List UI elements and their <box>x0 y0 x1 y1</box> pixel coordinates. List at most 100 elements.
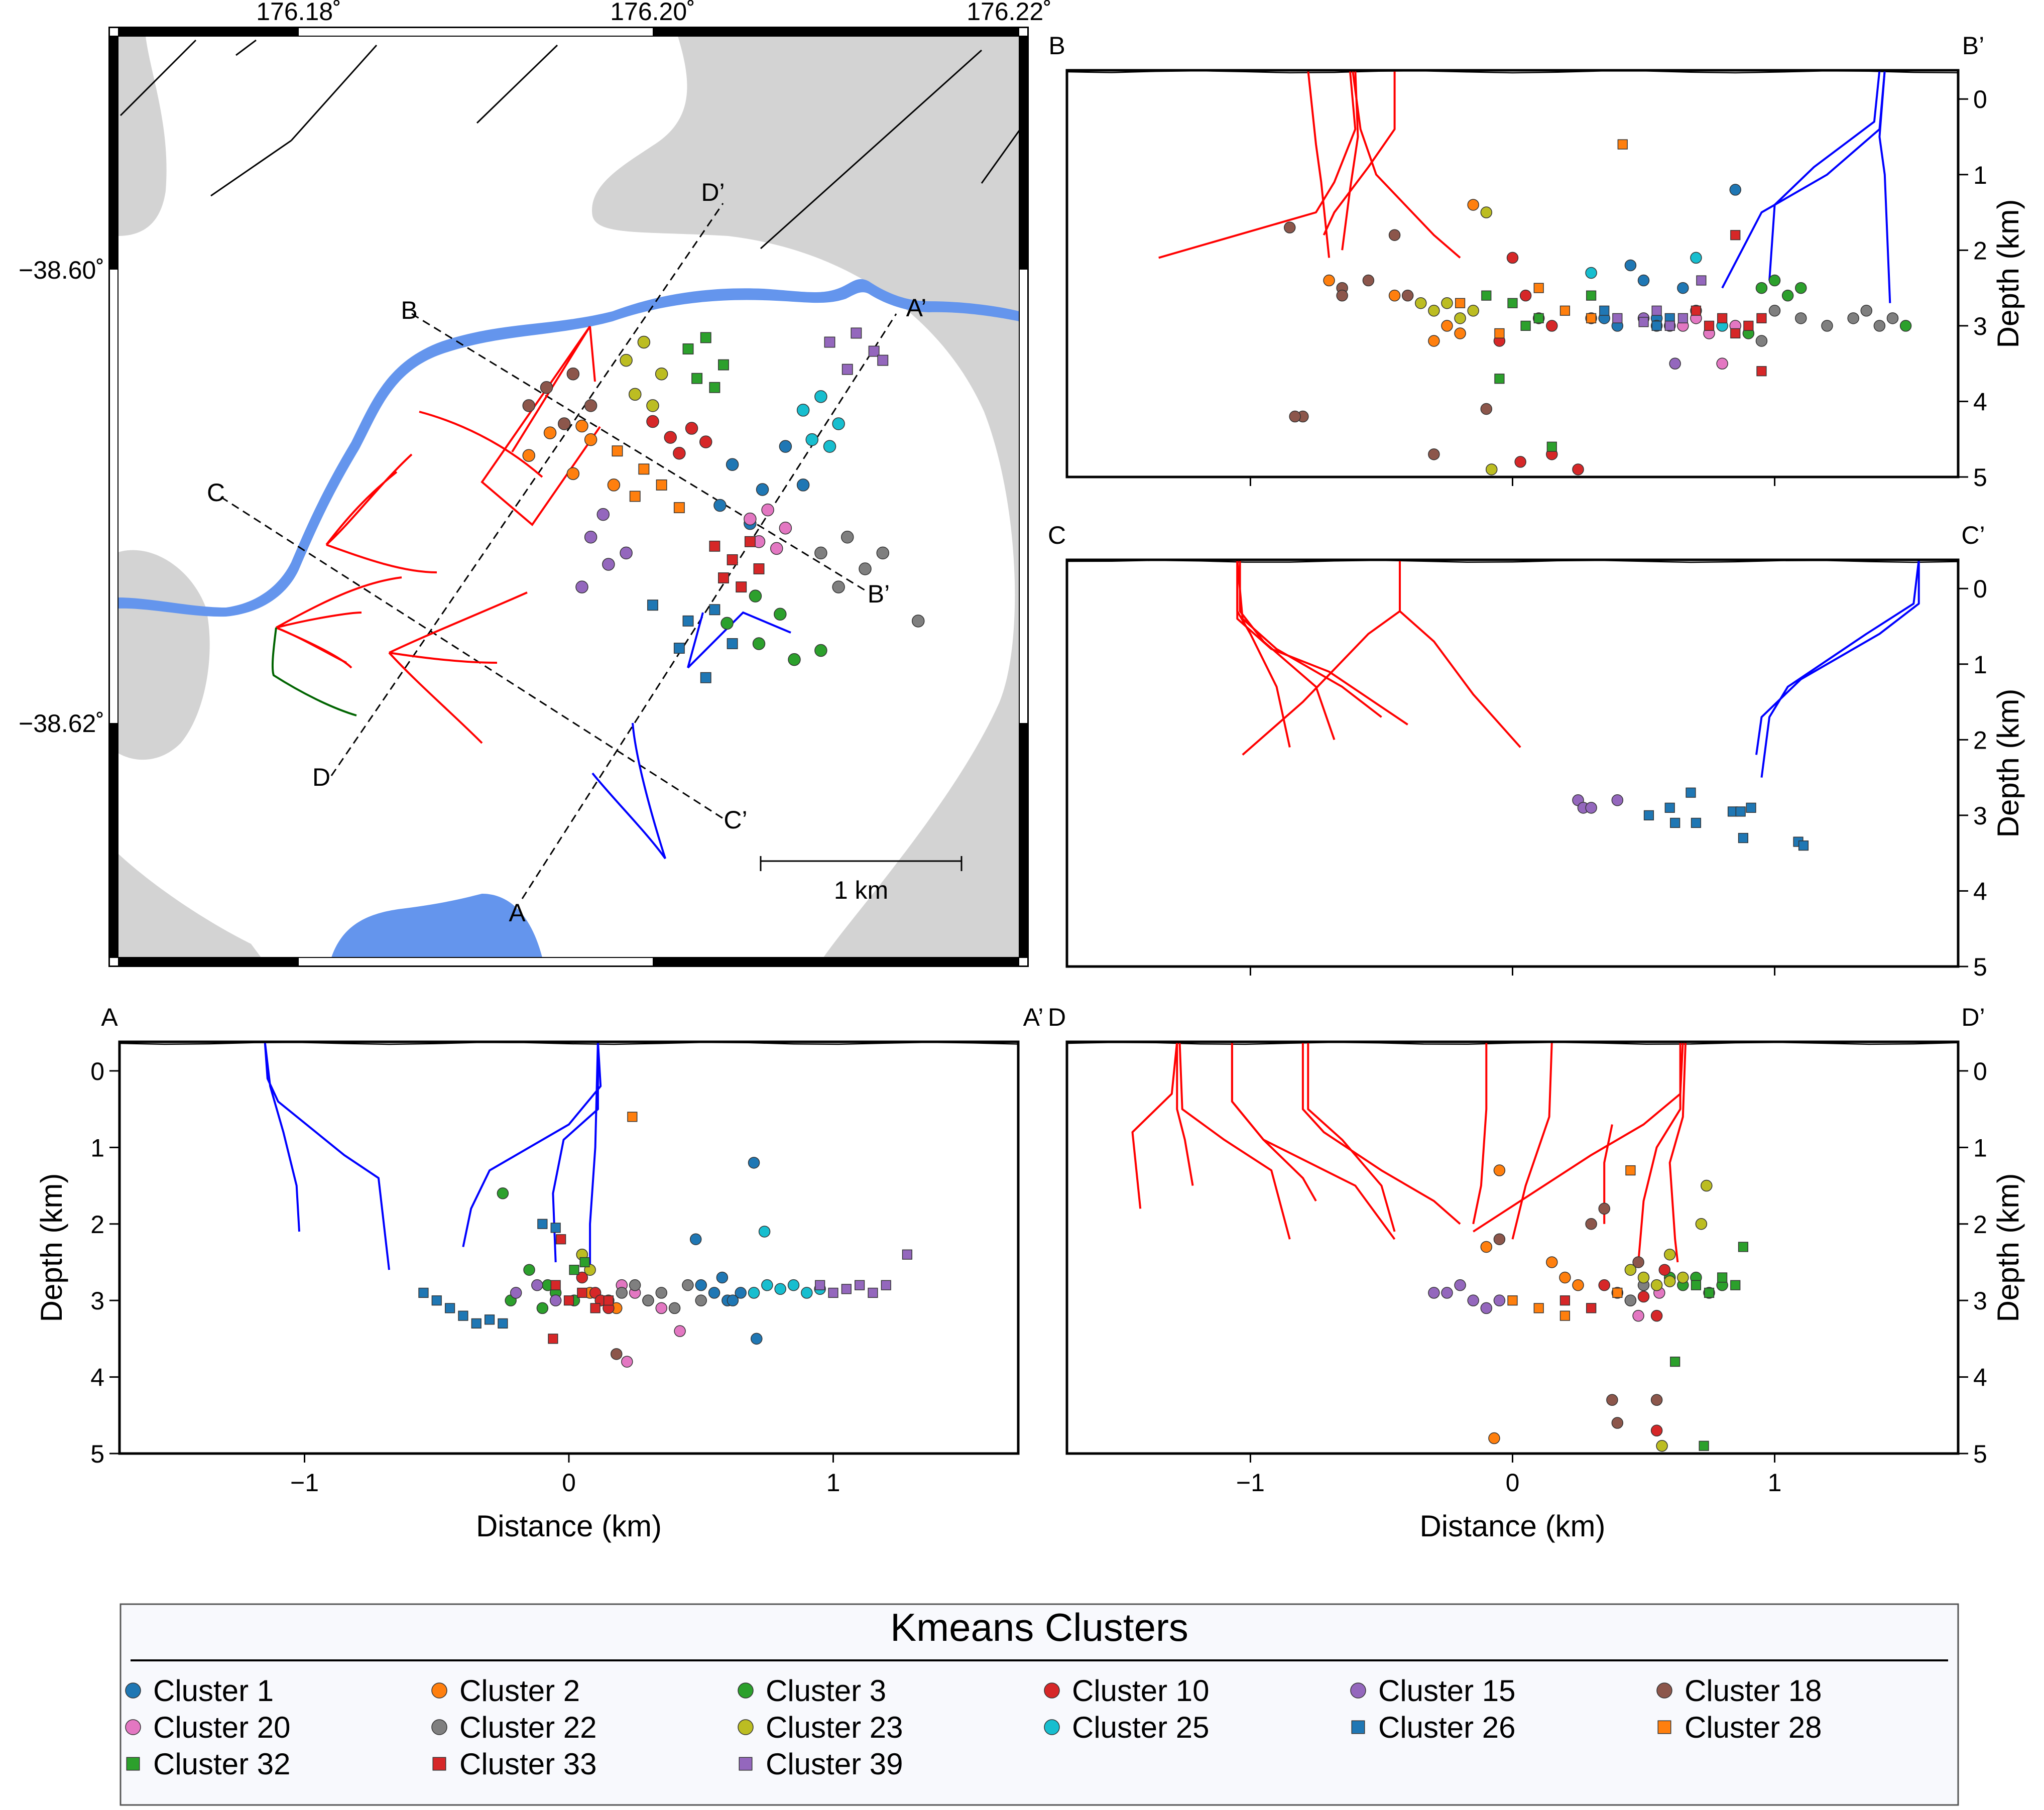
map-event-cluster-2 <box>543 426 557 439</box>
y-tick-label: 2 <box>1973 1211 1987 1239</box>
scale-label: 1 km <box>834 876 888 904</box>
map-event-cluster-25 <box>814 390 827 403</box>
y-tick-label: 1 <box>1973 1134 1987 1162</box>
event-cluster-26 <box>431 1295 442 1306</box>
event-cluster-15 <box>1441 1287 1453 1299</box>
map-event-cluster-33 <box>727 554 738 565</box>
event-cluster-1 <box>689 1233 702 1245</box>
y-tick-label: 4 <box>1973 388 1987 416</box>
well-track <box>1472 1042 1488 1225</box>
land-patch-top-left <box>118 36 167 236</box>
event-cluster-18 <box>1480 403 1493 415</box>
event-cluster-26 <box>1738 832 1749 843</box>
event-cluster-39 <box>1638 317 1649 327</box>
event-cluster-32 <box>569 1265 579 1275</box>
y-tick-label: 2 <box>90 1211 104 1239</box>
event-cluster-3 <box>497 1187 509 1199</box>
event-cluster-18 <box>1428 448 1440 460</box>
event-cluster-3 <box>1781 289 1794 302</box>
map-event-cluster-18 <box>522 399 535 412</box>
map-event-cluster-23 <box>620 353 633 367</box>
map-event-cluster-33 <box>753 563 765 574</box>
legend-item-label: Cluster 22 <box>459 1711 596 1744</box>
event-cluster-2 <box>1480 1241 1493 1253</box>
y-tick-label: 1 <box>1973 161 1987 189</box>
map-event-cluster-18 <box>584 399 597 412</box>
event-cluster-33 <box>1704 320 1715 331</box>
event-cluster-33 <box>590 1303 600 1313</box>
event-cluster-26 <box>458 1310 468 1321</box>
event-cluster-33 <box>1756 366 1767 377</box>
event-cluster-26 <box>1643 810 1654 820</box>
map-frame <box>108 27 1029 967</box>
map-event-cluster-2 <box>522 449 535 462</box>
event-cluster-10 <box>1506 252 1519 264</box>
map-event-cluster-1 <box>713 499 727 512</box>
x-tick-label: 0 <box>1506 1469 1520 1497</box>
scale-bar <box>760 856 963 871</box>
well-track <box>552 1042 599 1263</box>
event-cluster-2 <box>1323 274 1335 287</box>
well-track <box>462 1042 602 1247</box>
event-cluster-33 <box>1730 328 1741 339</box>
event-cluster-26 <box>444 1303 455 1313</box>
event-cluster-39 <box>815 1280 825 1290</box>
event-cluster-28 <box>1533 1303 1544 1313</box>
event-cluster-33 <box>1559 1295 1571 1306</box>
event-cluster-23 <box>1441 297 1453 309</box>
map-event-cluster-26 <box>700 672 711 683</box>
event-cluster-23 <box>1467 305 1479 317</box>
event-cluster-39 <box>828 1287 838 1298</box>
event-cluster-25 <box>801 1287 813 1299</box>
map-event-cluster-28 <box>638 463 650 475</box>
x-tick-label: −1 <box>290 1469 319 1497</box>
legend: Kmeans Clusters Cluster 1 Cluster 2 Cluste… <box>119 1603 1959 1806</box>
event-cluster-32 <box>1586 290 1597 301</box>
event-cluster-2 <box>1546 1256 1558 1268</box>
legend-marker <box>126 1757 140 1771</box>
event-cluster-23 <box>1480 206 1493 218</box>
event-cluster-23 <box>1695 1218 1708 1230</box>
map-event-cluster-10 <box>685 422 698 435</box>
event-cluster-28 <box>1612 1287 1623 1298</box>
event-cluster-22 <box>1886 312 1899 324</box>
event-cluster-32 <box>579 1257 590 1268</box>
map-event-cluster-20 <box>770 542 783 555</box>
profile-label: D <box>312 763 330 791</box>
profile-label: D’ <box>701 178 725 206</box>
event-cluster-22 <box>1768 305 1781 317</box>
well-track <box>1668 1042 1687 1263</box>
map-event-cluster-33 <box>744 536 756 547</box>
section-panel-b: 0 1 2 3 4 5 Depth (km) B B’ <box>1048 32 2025 492</box>
event-cluster-33 <box>1586 1303 1597 1313</box>
map-event-cluster-20 <box>744 512 757 526</box>
y-tick-label: 1 <box>90 1134 104 1162</box>
map-event-cluster-39 <box>851 327 862 339</box>
event-cluster-3 <box>1755 282 1768 294</box>
y-tick-label: 1 <box>1973 651 1987 679</box>
well-track <box>1231 1042 1396 1240</box>
event-cluster-39 <box>855 1280 865 1290</box>
section-plot-area <box>1067 560 1958 967</box>
event-cluster-25 <box>1585 267 1597 279</box>
map-event-cluster-28 <box>629 491 641 502</box>
legend-marker <box>739 1757 753 1771</box>
event-cluster-22 <box>1873 320 1886 332</box>
legend-item-label: Cluster 25 <box>1072 1711 1209 1744</box>
event-cluster-23 <box>1663 1248 1676 1261</box>
event-cluster-23 <box>1701 1179 1713 1192</box>
event-cluster-33 <box>550 1280 561 1290</box>
map-event-cluster-3 <box>814 644 827 657</box>
event-cluster-28 <box>1507 1295 1518 1306</box>
event-cluster-22 <box>1624 1294 1637 1306</box>
event-cluster-32 <box>1520 320 1531 331</box>
event-cluster-28 <box>627 1112 638 1122</box>
x-tick-label: −1 <box>1236 1469 1265 1497</box>
event-cluster-18 <box>1388 229 1401 241</box>
map-event-cluster-32 <box>718 359 729 371</box>
event-cluster-39 <box>902 1249 912 1260</box>
y-tick-label: 4 <box>1973 1364 1987 1392</box>
event-cluster-10 <box>1519 289 1532 302</box>
section-start-label: C <box>1048 521 1066 549</box>
